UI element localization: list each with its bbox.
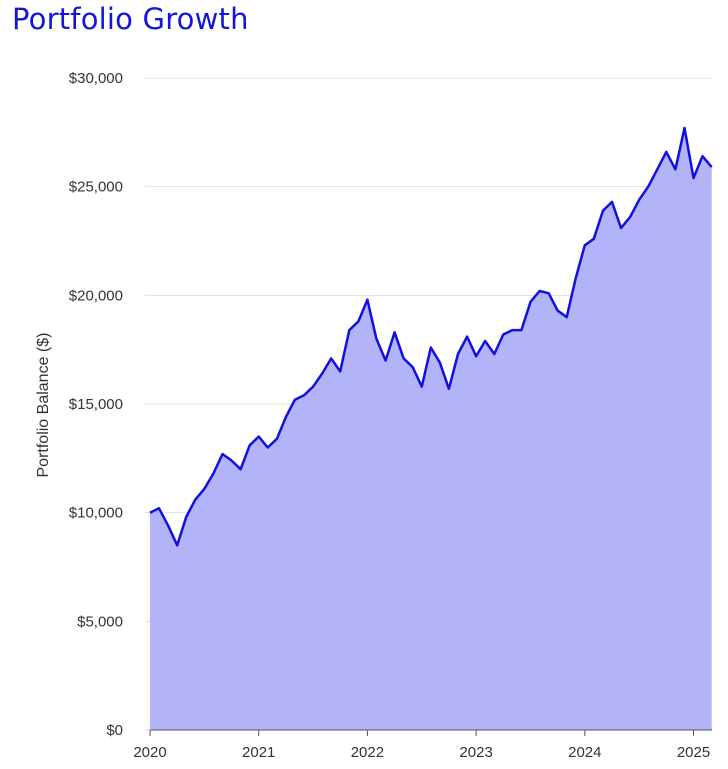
x-tick-label: 2020 bbox=[133, 744, 166, 761]
data-point bbox=[574, 276, 578, 280]
x-axis: 2020 2021 2022 2023 2024 2025 bbox=[133, 729, 712, 761]
y-tick-label: $30,000 bbox=[69, 70, 123, 87]
data-point bbox=[692, 176, 696, 180]
data-point bbox=[374, 337, 378, 341]
data-point bbox=[655, 167, 659, 171]
data-point bbox=[447, 387, 451, 391]
chart-title: Portfolio Growth bbox=[12, 2, 249, 36]
data-point bbox=[393, 330, 397, 334]
data-point bbox=[474, 354, 478, 358]
x-tick-label: 2023 bbox=[459, 744, 492, 761]
data-point bbox=[519, 328, 523, 332]
y-tick-label: $5,000 bbox=[77, 613, 123, 630]
data-point bbox=[510, 328, 514, 332]
x-tick-label: 2022 bbox=[351, 744, 384, 761]
data-point bbox=[356, 319, 360, 323]
data-point bbox=[610, 200, 614, 204]
data-point bbox=[365, 298, 369, 302]
data-point bbox=[429, 345, 433, 349]
data-point bbox=[320, 372, 324, 376]
data-point bbox=[402, 356, 406, 360]
data-point bbox=[710, 165, 714, 169]
data-point bbox=[583, 243, 587, 247]
data-point bbox=[202, 487, 206, 491]
data-point bbox=[338, 369, 342, 373]
data-point bbox=[465, 335, 469, 339]
data-point bbox=[646, 185, 650, 189]
data-point bbox=[628, 215, 632, 219]
data-point bbox=[682, 126, 686, 130]
y-tick-label: $20,000 bbox=[69, 287, 123, 304]
y-axis-title: Portfolio Balance ($) bbox=[35, 333, 52, 478]
data-point bbox=[293, 398, 297, 402]
x-tick-label: 2024 bbox=[568, 744, 601, 761]
data-point bbox=[284, 415, 288, 419]
data-point bbox=[248, 443, 252, 447]
data-point bbox=[257, 435, 261, 439]
data-point bbox=[673, 167, 677, 171]
x-tick-label: 2021 bbox=[242, 744, 275, 761]
data-point bbox=[664, 150, 668, 154]
data-point bbox=[619, 226, 623, 230]
data-point bbox=[601, 209, 605, 213]
data-point bbox=[438, 361, 442, 365]
data-point bbox=[266, 445, 270, 449]
y-tick-label: $15,000 bbox=[69, 396, 123, 413]
data-point bbox=[184, 515, 188, 519]
data-point bbox=[302, 393, 306, 397]
data-point bbox=[556, 309, 560, 313]
series-line bbox=[149, 126, 713, 547]
data-point bbox=[157, 506, 161, 510]
area-fill bbox=[150, 128, 712, 730]
y-axis: $0 $5,000 $10,000 $15,000 $20,000 $25,000 $30,… bbox=[69, 70, 123, 739]
data-point bbox=[221, 452, 225, 456]
data-point bbox=[347, 328, 351, 332]
data-point bbox=[175, 543, 179, 547]
data-point bbox=[384, 359, 388, 363]
y-tick-label: $0 bbox=[106, 722, 123, 739]
data-point bbox=[239, 467, 243, 471]
data-point bbox=[230, 459, 234, 463]
y-tick-label: $10,000 bbox=[69, 505, 123, 522]
data-point bbox=[528, 300, 532, 304]
data-point bbox=[148, 511, 152, 515]
data-point bbox=[537, 289, 541, 293]
data-point bbox=[211, 472, 215, 476]
data-point bbox=[637, 198, 641, 202]
data-point bbox=[420, 385, 424, 389]
data-point bbox=[492, 352, 496, 356]
data-point bbox=[456, 352, 460, 356]
data-point bbox=[411, 365, 415, 369]
data-point bbox=[592, 237, 596, 241]
data-point bbox=[547, 291, 551, 295]
data-point bbox=[565, 315, 569, 319]
data-point bbox=[311, 385, 315, 389]
data-point bbox=[166, 524, 170, 528]
x-tick-label: 2025 bbox=[677, 744, 710, 761]
data-point bbox=[193, 498, 197, 502]
data-point bbox=[275, 437, 279, 441]
data-point bbox=[483, 339, 487, 343]
data-point bbox=[329, 356, 333, 360]
data-point bbox=[701, 154, 705, 158]
data-point bbox=[501, 332, 505, 336]
y-tick-label: $25,000 bbox=[69, 179, 123, 196]
